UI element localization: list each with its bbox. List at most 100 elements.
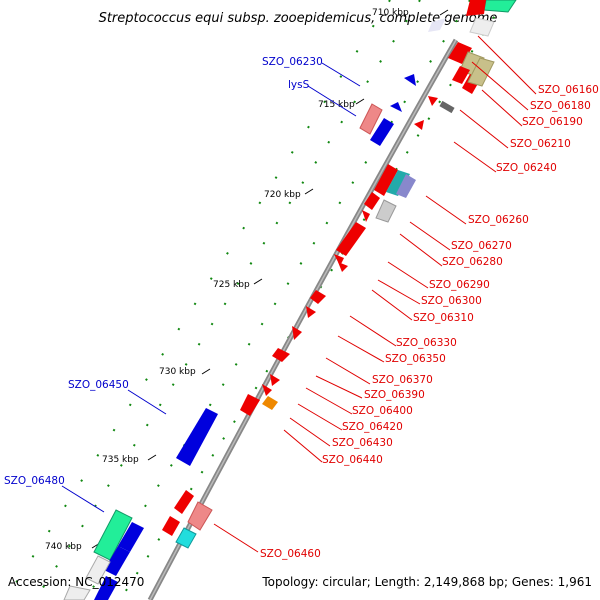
- label-SZO_06420: SZO_06420: [342, 421, 403, 433]
- gene-red-06190b: [452, 66, 470, 84]
- gene-red-06270: [362, 210, 370, 222]
- tick-label-715: 715 kbp: [318, 100, 355, 110]
- callout-06430: [289, 417, 331, 447]
- gene-gray-06270: [375, 199, 397, 223]
- gene-red-06460b: [162, 516, 180, 536]
- tick-label-710: 710 kbp: [372, 8, 409, 18]
- gene-red-06240: [414, 120, 424, 130]
- gene-blue-lysS: [390, 102, 402, 112]
- callout-06210: [459, 109, 509, 149]
- gene-pale-top: [428, 18, 446, 32]
- gene-red-06400: [262, 384, 272, 396]
- gene-blue-06450: [176, 408, 218, 466]
- tick-mark: [304, 188, 314, 195]
- gene-green-top: [483, 0, 517, 13]
- accession-text: Accession: NC_012470: [8, 575, 144, 589]
- gene-blue-06230: [404, 74, 416, 86]
- gene-purple-06260: [396, 174, 416, 198]
- gene-pink-715: [359, 103, 383, 135]
- gene-red-06260b: [364, 192, 380, 210]
- tick-mark: [355, 98, 365, 105]
- label-SZO_06450: SZO_06450: [68, 379, 129, 391]
- label-SZO_06160: SZO_06160: [538, 84, 599, 96]
- label-SZO_06190: SZO_06190: [522, 116, 583, 128]
- callout-06290: [387, 261, 429, 289]
- gene-red-06350: [292, 326, 302, 340]
- gene-gray-06480: [85, 555, 111, 585]
- label-SZO_06310: SZO_06310: [413, 312, 474, 324]
- label-SZO_06240: SZO_06240: [496, 162, 557, 174]
- gene-red-06290: [334, 254, 344, 266]
- callout-06460: [213, 523, 259, 553]
- callout-06370: [325, 357, 371, 385]
- gene-cyan-06460: [175, 527, 197, 549]
- gc-dots-inner-left: [34, 0, 421, 600]
- callout-06480: [61, 485, 105, 513]
- callout-06230: [321, 62, 361, 87]
- label-SZO_06460: SZO_06460: [260, 548, 321, 560]
- label-SZO_06480: SZO_06480: [4, 475, 65, 487]
- label-SZO_06180: SZO_06180: [530, 100, 591, 112]
- callout-06180: [471, 61, 529, 111]
- callout-06400: [305, 387, 353, 415]
- label-SZO_06430: SZO_06430: [332, 437, 393, 449]
- label-SZO_06440: SZO_06440: [322, 454, 383, 466]
- gene-red-06370: [272, 348, 290, 362]
- label-lysS: lysS: [288, 79, 310, 91]
- callout-06440: [283, 429, 323, 463]
- tick-label-740: 740 kbp: [45, 542, 82, 552]
- callout-06260: [425, 195, 467, 225]
- gene-olive-06190: [467, 57, 495, 87]
- gene-red-06460a: [174, 490, 194, 514]
- gene-red-06210: [428, 96, 438, 106]
- callout-lysS: [307, 85, 357, 117]
- label-SZO_06280: SZO_06280: [442, 256, 503, 268]
- gene-red-06300: [338, 262, 348, 272]
- gene-red-06390: [270, 374, 280, 386]
- tick-mark: [253, 278, 263, 285]
- gene-blue-715: [370, 118, 394, 146]
- tick-label-730: 730 kbp: [159, 367, 196, 377]
- tick-label-735: 735 kbp: [102, 455, 139, 465]
- label-SZO_06270: SZO_06270: [451, 240, 512, 252]
- gene-blue-bottom: [94, 576, 118, 600]
- topology-text: Topology: circular; Length: 2,149,868 bp…: [261, 575, 592, 589]
- label-SZO_06230: SZO_06230: [262, 56, 323, 68]
- callout-06390: [315, 375, 363, 399]
- tick-label-720: 720 kbp: [264, 190, 301, 200]
- gene-cyan-06260: [386, 170, 410, 196]
- callout-06240: [453, 141, 497, 173]
- callout-06270: [409, 221, 451, 251]
- gene-red-06260a: [374, 164, 398, 196]
- gene-red-top: [466, 0, 486, 16]
- callout-06350: [337, 335, 385, 363]
- label-SZO_06370: SZO_06370: [372, 374, 433, 386]
- gene-pink-06460: [187, 501, 213, 531]
- label-SZO_06400: SZO_06400: [352, 405, 413, 417]
- gene-red-06160: [448, 42, 472, 64]
- callout-06160: [477, 35, 537, 95]
- callout-06190: [481, 89, 523, 127]
- scale-ticks: 710 kbp 715 kbp 720 kbp 725 kbp 730 kbp …: [45, 8, 449, 552]
- gene-gray-06160: [469, 17, 495, 37]
- label-SZO_06210: SZO_06210: [510, 138, 571, 150]
- label-SZO_06330: SZO_06330: [396, 337, 457, 349]
- callout-06450: [127, 389, 167, 415]
- label-SZO_06260: SZO_06260: [468, 214, 529, 226]
- callout-06300: [377, 279, 421, 305]
- tick-label-725: 725 kbp: [213, 280, 250, 290]
- callout-lines: [61, 35, 537, 553]
- gene-blue-06480a: [118, 522, 144, 552]
- gene-red-06280: [336, 222, 366, 256]
- callout-06420: [297, 403, 343, 431]
- label-SZO_06390: SZO_06390: [364, 389, 425, 401]
- gene-orange-06430: [262, 396, 278, 410]
- tick-mark: [439, 9, 449, 16]
- map-title: Streptococcus equi subsp. zooepidemicus,…: [99, 11, 498, 26]
- label-SZO_06290: SZO_06290: [429, 279, 490, 291]
- gene-red-06310: [310, 290, 326, 304]
- gene-features: [63, 0, 517, 600]
- gene-gray-bottom: [63, 585, 91, 600]
- gene-dark-06210: [439, 100, 455, 114]
